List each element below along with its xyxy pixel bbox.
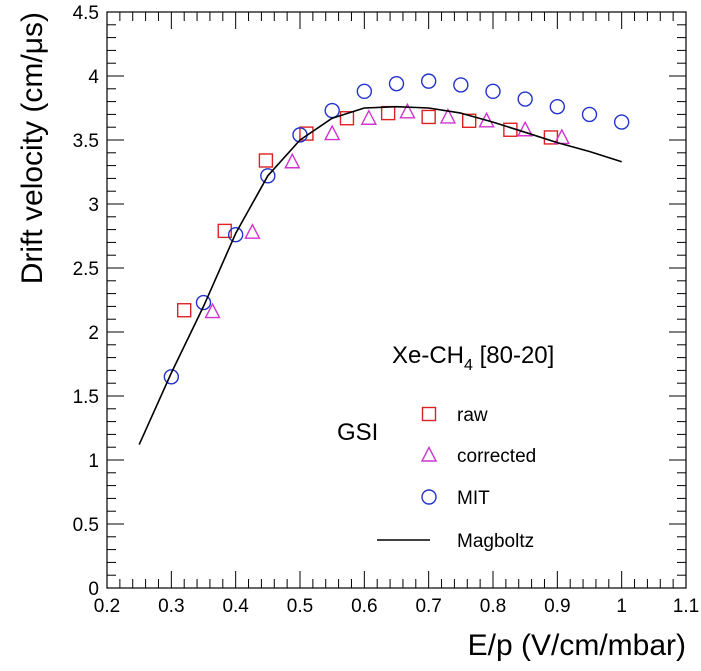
plot-axes: 0.2 0.3 0.4 0.5 0.6 0.7 0.8 0.9 1 1.1 0 0.5 1 1.5 2 2.5…: [16, 3, 699, 662]
legend-square-swatch: [421, 406, 437, 422]
x-tick-label: 0.6: [351, 596, 377, 617]
x-tick-label: 0.4: [222, 596, 249, 617]
square-point: [380, 105, 396, 121]
y-tick-label: 2.5: [73, 259, 99, 280]
legend-item-mit: MIT: [421, 488, 490, 509]
magboltz-curve: [138, 105, 622, 445]
x-tick-label: 0.3: [158, 596, 184, 617]
circle-point: [517, 91, 533, 107]
square-point: [421, 109, 436, 125]
y-tick-label: 0.5: [73, 515, 99, 536]
square-point: [258, 153, 274, 168]
legend-label: raw: [457, 405, 488, 426]
x-tick-label: 0.5: [287, 596, 313, 617]
y-tick-label: 0: [88, 579, 99, 600]
legend-triangle-swatch: [420, 445, 438, 462]
triangle-point: [399, 102, 416, 119]
series-raw: [176, 105, 559, 318]
square-point: [176, 303, 192, 318]
gas-suffix: [80-20]: [473, 342, 554, 369]
triangle-point: [517, 120, 534, 137]
chart-annotation: Xe-CH4 [80-20] GSI: [337, 342, 554, 446]
y-tick-label: 4: [88, 67, 99, 88]
x-tick-label: 0.8: [480, 596, 506, 617]
circle-point: [356, 83, 373, 100]
y-tick-label: 3.5: [73, 131, 99, 152]
y-tick-label: 4.5: [73, 3, 99, 24]
circle-point: [227, 227, 244, 243]
circle-point: [485, 83, 501, 100]
triangle-point: [324, 124, 341, 141]
y-tick-label: 3: [88, 195, 99, 216]
x-axis-title: E/p (V/cm/mbar): [468, 629, 686, 662]
circle-point: [195, 294, 212, 311]
y-tick-label: 1: [88, 451, 99, 472]
legend-item-corrected: corrected: [420, 445, 536, 467]
plot-frame: [106, 11, 687, 589]
triangle-point: [244, 223, 261, 239]
circle-point: [163, 369, 180, 385]
x-tick-label: 1: [616, 596, 627, 617]
x-tick-label: 1.1: [673, 596, 699, 617]
square-point: [299, 126, 314, 141]
circle-point: [581, 106, 598, 123]
legend-item-raw: raw: [421, 405, 488, 426]
y-tick-label: 1.5: [73, 387, 99, 408]
x-tick-label: 0.9: [544, 596, 570, 617]
group-label: GSI: [337, 419, 378, 446]
circle-point: [453, 77, 469, 93]
series-corrected: [204, 102, 570, 319]
legend-label: corrected: [457, 446, 536, 467]
y-axis-title: Drift velocity (cm/μs): [16, 12, 49, 284]
square-point: [217, 223, 232, 239]
circle-point: [549, 99, 566, 115]
plot-marks: [138, 73, 630, 445]
chart-legend: raw corrected MIT Magboltz: [377, 405, 536, 552]
x-tick-label: 0.7: [415, 596, 441, 617]
circle-point: [613, 114, 630, 130]
triangle-point: [284, 152, 301, 169]
legend-circle-swatch: [421, 489, 437, 505]
triangle-point: [439, 107, 457, 124]
x-tick-label: 0.2: [94, 596, 120, 617]
gas-subscript: 4: [464, 357, 473, 374]
y-tick-label: 2: [88, 323, 99, 344]
square-point: [339, 111, 355, 126]
circle-point: [420, 73, 437, 89]
gas-mixture-label: Xe-CH4 [80-20]: [392, 342, 554, 374]
gas-prefix: Xe-CH: [392, 342, 464, 369]
circle-point: [324, 102, 340, 119]
legend-item-magboltz: Magboltz: [377, 531, 534, 552]
legend-label: MIT: [457, 488, 490, 509]
square-point: [461, 113, 477, 129]
circle-point: [388, 75, 405, 92]
series-magboltz: [138, 105, 622, 445]
legend-label: Magboltz: [457, 531, 534, 552]
triangle-point: [360, 109, 377, 125]
triangle-point: [204, 302, 221, 319]
series-mit: [163, 73, 630, 385]
circle-point: [260, 168, 276, 184]
